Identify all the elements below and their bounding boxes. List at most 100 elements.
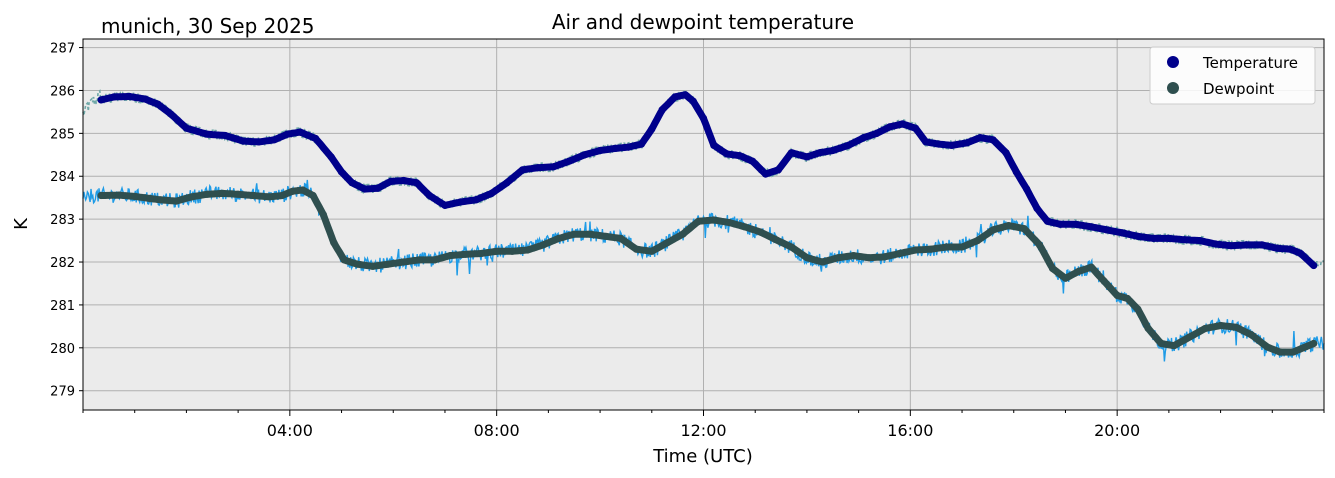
series-dewpoint-point <box>1036 241 1044 249</box>
series-dewpoint-point <box>234 190 242 198</box>
series-temperature-point <box>361 185 369 193</box>
series-dewpoint-point <box>539 241 547 249</box>
tick-label-y: 280 <box>50 342 75 357</box>
series-dewpoint-point <box>446 252 454 260</box>
series-temperature-point <box>922 138 930 146</box>
legend-marker-dewpoint <box>1167 82 1179 94</box>
tick-label-x: 16:00 <box>887 421 933 440</box>
series-dewpoint-point <box>431 256 439 264</box>
series-dewpoint-point <box>694 217 702 225</box>
series-temperature-point <box>637 140 646 148</box>
series-layer <box>82 89 1325 362</box>
series-temperature-point <box>518 166 527 174</box>
series-temperature-point <box>1072 220 1080 228</box>
series-temperature-point <box>1043 217 1051 225</box>
series-dewpoint-point <box>787 243 796 251</box>
series-dewpoint-point <box>524 246 532 254</box>
series-dewpoint-point <box>1005 222 1013 230</box>
series-temperature-point <box>1103 226 1111 234</box>
series-temperature-point <box>761 170 770 178</box>
series-temperature-point <box>873 129 881 137</box>
chart-title: Air and dewpoint temperature <box>552 10 854 34</box>
series-dewpoint-point <box>299 186 307 194</box>
series-dewpoint-point <box>710 216 718 224</box>
series-dewpoint-point <box>555 234 563 242</box>
series-dewpoint-point <box>570 230 578 238</box>
series-dewpoint-point <box>219 189 227 197</box>
series-dewpoint-point <box>1087 263 1095 271</box>
series-temperature-point <box>624 143 633 151</box>
series-dewpoint-point <box>849 252 858 260</box>
series-dewpoint-point <box>172 197 180 205</box>
series-dewpoint-point <box>400 258 408 266</box>
series-dewpoint-point <box>188 193 196 201</box>
series-dewpoint-point <box>942 243 951 251</box>
tick-label-y: 283 <box>50 213 75 228</box>
series-dewpoint-point <box>462 250 470 258</box>
series-dewpoint-point <box>896 249 904 258</box>
series-temperature-point <box>749 157 757 165</box>
series-temperature-point <box>935 140 943 148</box>
series-dewpoint-point <box>679 230 687 238</box>
tick-label-y: 281 <box>50 299 75 314</box>
series-dewpoint-point <box>803 254 811 262</box>
series-temperature-point <box>596 146 604 155</box>
series-dewpoint-point <box>1276 348 1284 356</box>
series-dewpoint-point <box>1263 343 1271 351</box>
gridlines <box>83 39 1324 410</box>
series-dewpoint-point <box>586 230 594 238</box>
series-dewpoint-point <box>1157 339 1165 348</box>
series-temperature-point <box>1023 185 1031 193</box>
tick-label-y: 285 <box>50 127 75 142</box>
series-temperature-point <box>221 131 229 140</box>
tick-label-y: 287 <box>50 42 75 57</box>
series-temperature-point <box>327 153 335 161</box>
series-temperature-point <box>1165 234 1173 242</box>
tick-label-y: 279 <box>50 385 75 400</box>
series-dewpoint-point <box>756 228 765 236</box>
series-dewpoint-point <box>384 260 392 268</box>
series-dewpoint-point <box>911 246 920 254</box>
series-temperature-point <box>1134 232 1142 240</box>
series-temperature-point <box>1211 240 1219 248</box>
series-temperature-point <box>270 136 278 144</box>
series-temperature-point <box>203 130 211 138</box>
series-dewpoint-point <box>818 258 827 266</box>
tick-label-y: 284 <box>50 170 75 185</box>
series-dewpoint-point <box>772 236 780 244</box>
series-temperature-point <box>699 114 708 122</box>
series-dewpoint-point <box>131 192 139 200</box>
series-dewpoint-point <box>865 254 873 262</box>
series-dewpoint-point <box>203 190 211 198</box>
series-temperature-point <box>1033 204 1041 212</box>
series-temperature-point <box>182 124 190 132</box>
series-temperature-point <box>689 97 697 105</box>
series-dewpoint-point <box>1020 225 1028 233</box>
tick-label-y: 286 <box>50 84 75 99</box>
series-temperature-point <box>296 128 304 136</box>
series-dewpoint-point <box>1144 324 1152 333</box>
series-dewpoint <box>82 179 1325 362</box>
series-temperature-point <box>1310 261 1318 270</box>
series-dewpoint-point <box>508 247 516 255</box>
series-temperature-point <box>141 95 149 103</box>
legend-marker-temperature <box>1167 56 1179 68</box>
tick-label-x: 04:00 <box>267 421 313 440</box>
series-temperature-point <box>154 100 162 108</box>
series-dewpoint-point <box>1299 344 1307 352</box>
series-dewpoint-point <box>1201 324 1209 333</box>
series-dewpoint-point <box>288 187 296 195</box>
series-dewpoint-point <box>663 239 671 247</box>
series-temperature-point <box>549 163 558 171</box>
series-dewpoint-point <box>1123 294 1132 303</box>
series-temperature-point <box>534 164 542 172</box>
series-temperature-point <box>581 151 589 159</box>
series-dewpoint-point <box>493 247 501 255</box>
series-dewpoint-point <box>648 247 656 255</box>
series-temperature-point <box>658 106 666 114</box>
series-temperature-point <box>671 93 679 101</box>
legend-label-dewpoint: Dewpoint <box>1203 80 1274 98</box>
series-temperature-point <box>1002 149 1010 157</box>
series-dewpoint-point <box>1217 321 1225 330</box>
tick-label-x: 12:00 <box>680 421 726 440</box>
